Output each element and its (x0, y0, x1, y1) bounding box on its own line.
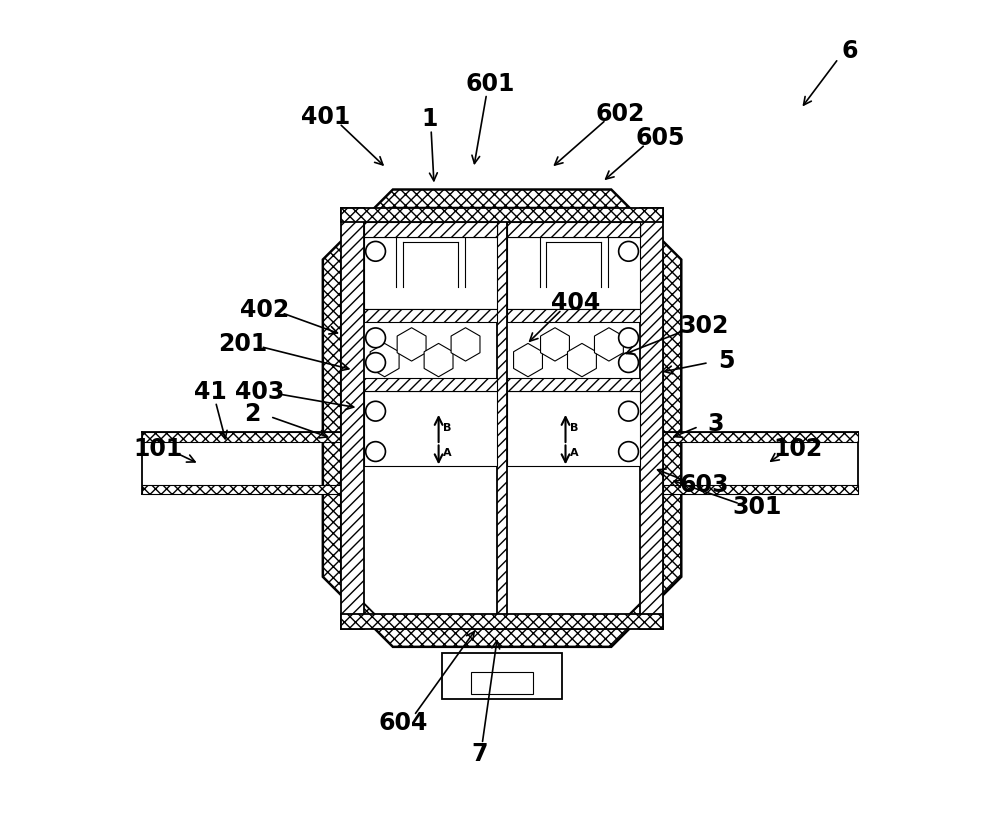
Text: 602: 602 (596, 101, 645, 126)
Bar (471, 672, 533, 694)
Text: B: B (443, 424, 451, 433)
Circle shape (366, 353, 385, 372)
Bar (364, 309, 497, 322)
Bar (507, 391, 640, 466)
Bar (442, 653, 562, 699)
Circle shape (366, 442, 385, 461)
Bar (507, 378, 640, 391)
Bar (364, 222, 497, 237)
Text: 301: 301 (732, 494, 782, 519)
Polygon shape (323, 190, 681, 647)
Text: 6: 6 (842, 39, 858, 63)
Text: 302: 302 (680, 314, 729, 339)
Bar (507, 222, 640, 237)
Text: 102: 102 (774, 437, 823, 461)
Text: 7: 7 (471, 742, 488, 766)
Bar (640, 208, 663, 629)
Bar (663, 485, 858, 494)
Text: 604: 604 (378, 711, 427, 736)
Bar (507, 309, 640, 322)
Text: B: B (570, 424, 578, 433)
Bar (507, 222, 640, 309)
Text: 2: 2 (245, 401, 261, 426)
Circle shape (619, 241, 638, 261)
Bar (142, 432, 341, 442)
Text: 601: 601 (465, 72, 515, 96)
Text: 404: 404 (551, 291, 600, 316)
Bar (663, 432, 858, 442)
Text: 101: 101 (133, 437, 183, 461)
Circle shape (366, 401, 385, 421)
Circle shape (619, 401, 638, 421)
Text: 1: 1 (422, 107, 438, 132)
Bar (341, 614, 663, 629)
Bar (341, 208, 364, 629)
Bar (497, 208, 507, 629)
Circle shape (619, 353, 638, 372)
Bar (364, 391, 497, 466)
Text: 605: 605 (635, 126, 685, 151)
Polygon shape (341, 208, 663, 629)
Bar (507, 222, 640, 237)
Bar (142, 485, 341, 494)
Text: 403: 403 (235, 380, 284, 405)
Text: 603: 603 (680, 472, 729, 497)
Circle shape (619, 442, 638, 461)
Bar (364, 222, 497, 309)
Bar (341, 208, 663, 222)
Text: 401: 401 (301, 105, 350, 129)
Circle shape (366, 241, 385, 261)
Circle shape (619, 328, 638, 348)
Bar (364, 378, 497, 391)
Text: 201: 201 (218, 332, 268, 357)
Text: 41: 41 (194, 380, 226, 405)
Bar (364, 222, 497, 237)
Text: 5: 5 (718, 349, 735, 373)
Text: A: A (570, 448, 578, 458)
Text: A: A (443, 448, 451, 458)
Text: 402: 402 (240, 297, 289, 322)
Text: 3: 3 (708, 411, 724, 436)
Circle shape (366, 328, 385, 348)
